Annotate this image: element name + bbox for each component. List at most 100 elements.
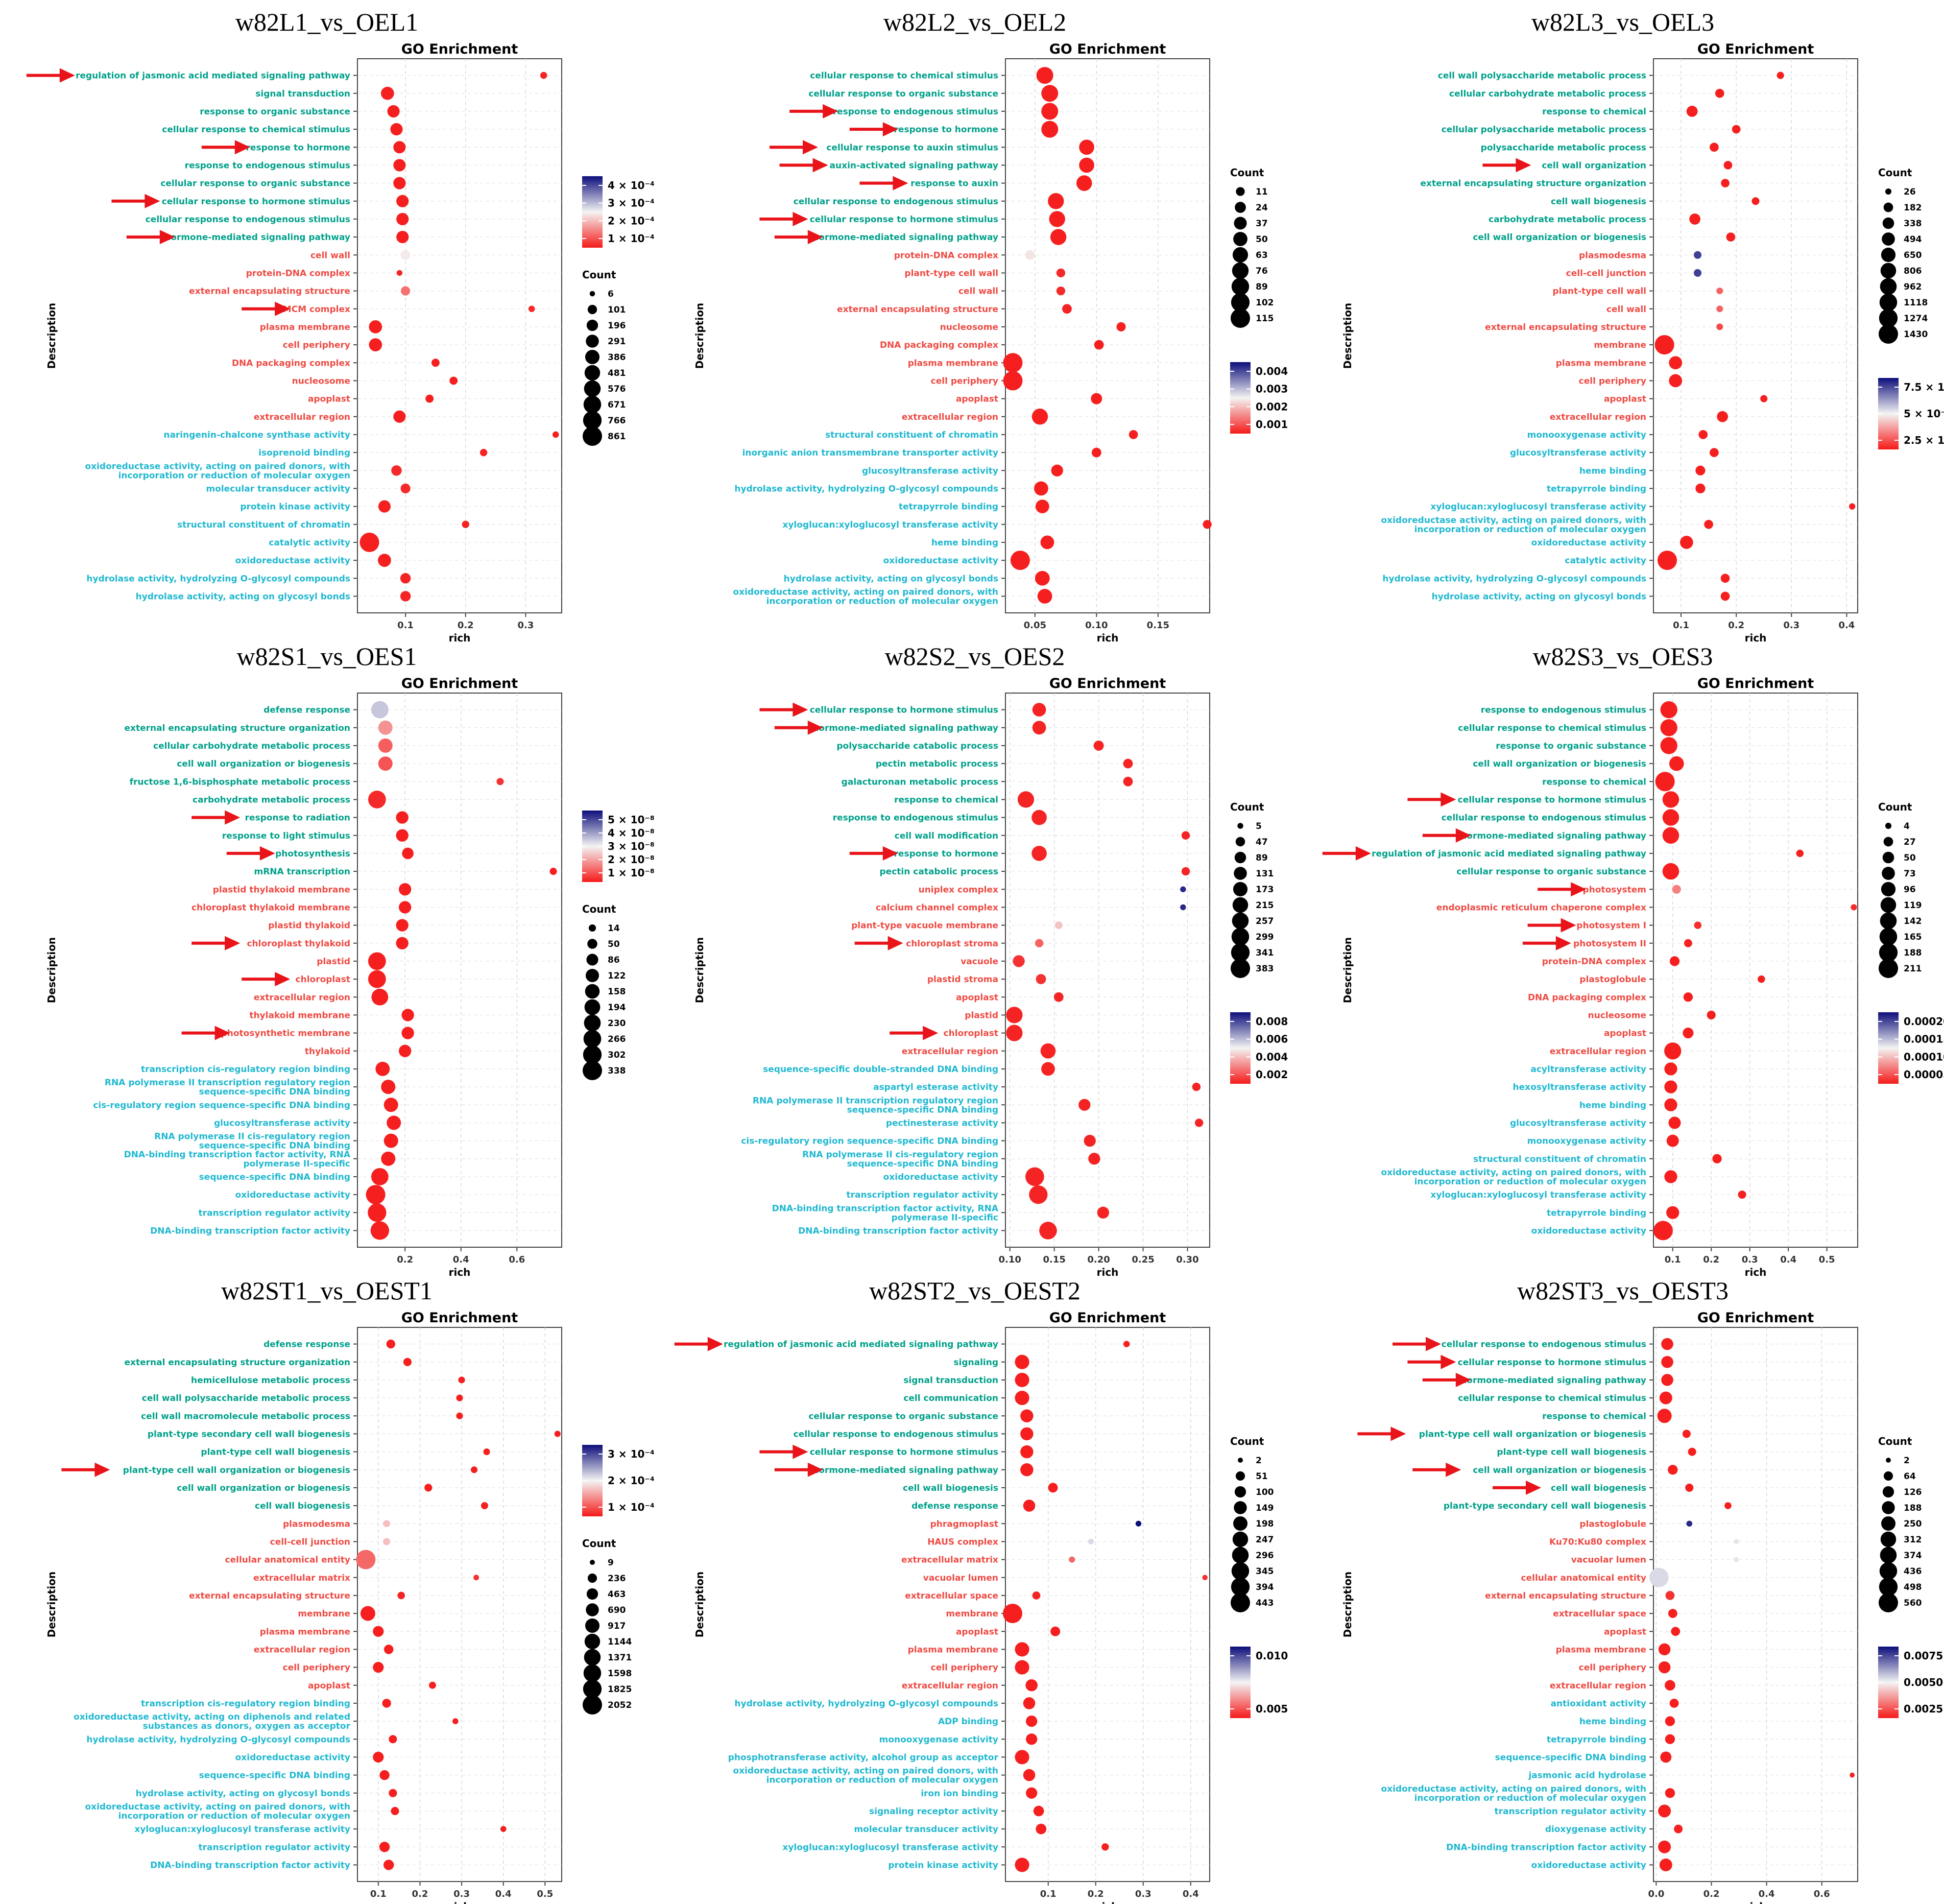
data-point: [428, 1681, 436, 1689]
count-legend-dot: [586, 954, 598, 966]
data-point: [383, 1645, 394, 1654]
category-label: protein kinase activity: [888, 1860, 998, 1870]
category-label: response to endogenous stimulus: [833, 813, 998, 823]
x-axis-label: rich: [1745, 1900, 1767, 1904]
data-point: [371, 701, 389, 719]
category-label: glucosyltransferase activity: [1510, 1118, 1646, 1128]
plot-subtitle: GO Enrichment: [1049, 1310, 1166, 1326]
x-axis-label: rich: [449, 632, 471, 644]
arrow-head: [707, 1337, 723, 1351]
count-legend-dot: [1231, 927, 1250, 946]
x-tick-label: 0.2: [1703, 1889, 1720, 1899]
x-tick-label: 0.4: [1183, 1889, 1199, 1899]
category-label: apoplast: [956, 992, 998, 1003]
data-point: [369, 320, 382, 334]
count-legend-dot: [585, 349, 600, 365]
data-point: [1686, 106, 1698, 117]
data-point: [1180, 886, 1186, 892]
arrow-head: [807, 720, 823, 735]
data-point: [393, 159, 406, 172]
category-label: plasma membrane: [908, 1645, 998, 1655]
x-tick-label: 0.15: [1147, 620, 1169, 631]
count-legend-dot: [1231, 1562, 1250, 1580]
data-point: [1084, 1134, 1096, 1147]
count-legend-label: 338: [608, 1066, 626, 1076]
count-legend-label: 76: [1256, 266, 1268, 276]
count-legend-label: 312: [1904, 1535, 1922, 1545]
count-legend-dot: [1883, 202, 1893, 212]
category-label: cell wall biogenesis: [1551, 1483, 1646, 1493]
count-legend-label: 211: [1904, 964, 1922, 974]
category-label: oxidoreductase activity: [235, 556, 350, 566]
data-point: [1658, 1804, 1671, 1818]
data-point: [1181, 867, 1190, 876]
category-label: oxidoreductase activity: [1531, 1860, 1646, 1870]
category-label: transcription cis-regulatory region bind…: [141, 1064, 350, 1075]
data-point: [1020, 1445, 1034, 1459]
data-point: [1020, 1427, 1034, 1441]
data-point: [1664, 1042, 1682, 1060]
data-point: [378, 738, 393, 753]
data-point: [1715, 88, 1724, 98]
count-legend-label: 230: [608, 1018, 626, 1029]
count-legend-label: 1430: [1904, 329, 1928, 340]
x-axis-label: rich: [449, 1266, 471, 1278]
data-point: [479, 448, 488, 457]
category-label: cellular response to endogenous stimulus: [794, 197, 998, 207]
count-legend-label: 690: [608, 1605, 626, 1615]
data-point: [1015, 1642, 1029, 1657]
category-label: extracellular space: [1553, 1609, 1646, 1619]
category-label: hydrolase activity, hydrolyzing O-glycos…: [734, 484, 998, 494]
plot-area: [1653, 58, 1858, 613]
category-label: plant-type secondary cell wall biogenesi…: [1444, 1501, 1646, 1511]
count-legend-dot: [1881, 882, 1896, 897]
category-label: plastid stroma: [927, 974, 998, 985]
category-label: oxidoreductase activity: [235, 1752, 350, 1763]
x-tick-label: 0.4: [453, 1254, 469, 1265]
count-legend-label: 257: [1256, 916, 1274, 926]
plot-subtitle: GO Enrichment: [1697, 1310, 1814, 1326]
panel-1: w82L1_vs_OEL1 GO Enrichment 0.1 0.2 0.3 rich D…: [26, 8, 655, 644]
category-label: external encapsulating structure organiz…: [125, 1358, 350, 1368]
count-legend-dot: [1232, 897, 1249, 913]
data-point: [1054, 921, 1063, 930]
count-legend-dot: [1235, 837, 1245, 847]
data-point: [398, 901, 412, 914]
data-point: [1003, 371, 1023, 391]
data-point: [1660, 719, 1677, 736]
data-point: [552, 431, 559, 438]
category-label: phosphotransferase activity, alcohol gro…: [728, 1752, 999, 1763]
data-point: [1751, 197, 1760, 205]
color-bar-label: 5 × 10⁻⁸: [608, 814, 655, 826]
category-label: hexosyltransferase activity: [1513, 1082, 1646, 1092]
category-label: cell wall macromolecule metabolic proces…: [141, 1411, 350, 1421]
count-legend-label: 1144: [608, 1637, 632, 1647]
count-legend-label: 671: [608, 400, 626, 410]
count-legend-label: 1118: [1904, 298, 1928, 308]
data-point: [1094, 340, 1104, 350]
category-label: chloroplast: [296, 974, 350, 985]
x-tick-label: 0.1: [1673, 620, 1689, 631]
count-legend-title: Count: [1878, 1435, 1912, 1447]
x-tick-label: 0.2: [1088, 1889, 1104, 1899]
category-label: calcium channel complex: [876, 902, 998, 913]
category-label: xyloglucan:xyloglucosyl transferase acti…: [782, 520, 998, 530]
count-legend-dot: [583, 411, 602, 430]
data-point: [1056, 286, 1066, 296]
data-point: [1716, 288, 1723, 295]
data-point: [462, 520, 469, 528]
data-point: [1036, 67, 1053, 84]
count-legend-dot: [1879, 1577, 1898, 1597]
y-axis-label: Description: [1341, 937, 1354, 1003]
category-label: cellular response to hormone stimulus: [810, 1447, 998, 1458]
count-legend-label: 96: [1904, 885, 1916, 895]
highlight-arrow: [1493, 1480, 1541, 1495]
arrow-head: [275, 972, 291, 987]
data-point: [1671, 1627, 1681, 1636]
category-label: response to hormone: [246, 142, 350, 153]
data-point: [1851, 904, 1857, 911]
data-point: [1698, 430, 1708, 439]
count-legend-dot: [1882, 217, 1894, 229]
data-point: [383, 1133, 398, 1148]
highlight-arrow: [226, 846, 275, 861]
